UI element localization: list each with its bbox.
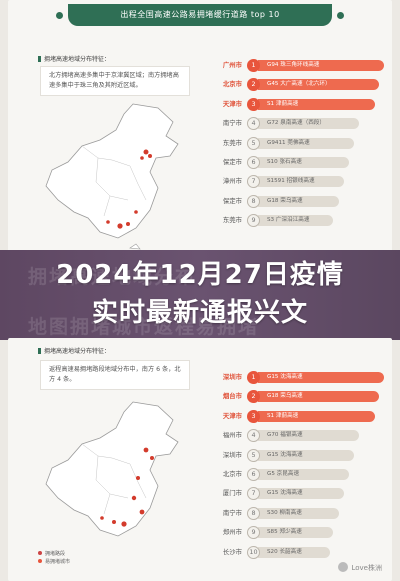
ranking-city: 南宁市 <box>222 119 242 128</box>
ranking-road-bar: S3 广深沿江高速 <box>258 215 333 227</box>
ranking-number-badge: 5 <box>247 448 260 462</box>
ranking-road-bar: G5 京昆高速 <box>258 468 349 480</box>
bottom-china-map <box>45 401 179 537</box>
ranking-number-badge: 1 <box>247 371 260 384</box>
ranking-row: 北京市 G45 大广高速（北六环） 2 <box>204 77 390 96</box>
headline-line2: 实时最新通报兴文 <box>91 298 308 328</box>
ranking-row: 长沙市 S20 长韶高速 10 <box>204 545 390 564</box>
ranking-road-bar: G72 泉南高速（西段） <box>258 118 359 130</box>
legend-item-congested-road: 拥堵路段 <box>38 550 70 558</box>
ranking-city: 保定市 <box>222 196 242 205</box>
ranking-city: 北京市 <box>222 469 242 478</box>
watermark: Love株洲 <box>338 562 382 573</box>
ranking-city: 天津市 <box>222 99 242 108</box>
ranking-row: 厦门市 G15 沈海高速 7 <box>204 486 390 505</box>
ranking-row: 北京市 G5 京昆高速 6 <box>204 467 390 486</box>
ranking-row: 保定市 S10 张石高速 6 <box>204 155 390 174</box>
ranking-road-bar: G9411 莞佛高速 <box>258 137 354 149</box>
ranking-road-bar: S30 柳南高速 <box>258 507 339 519</box>
ranking-road-bar: G18 荣乌高速 <box>258 195 339 207</box>
map-legend: 拥堵路段 易拥堵城市 <box>38 550 70 566</box>
ranking-row: 烟台市 G18 荣乌高速 2 <box>204 389 390 408</box>
ranking-road-bar: G18 荣乌高速 <box>258 391 379 403</box>
wechat-icon <box>338 562 349 572</box>
ranking-row: 郑州市 S85 郑少高速 9 <box>204 525 390 544</box>
bottom-note: 返程高速易拥堵路段地域分布中，南方 6 条，北方 4 条。 <box>40 360 190 390</box>
ranking-road-bar: G45 大广高速（北六环） <box>258 79 379 91</box>
ranking-row: 深圳市 G15 沈海高速 5 <box>204 448 390 467</box>
ranking-number-badge: 2 <box>247 78 260 92</box>
ranking-number-badge: 3 <box>247 97 260 111</box>
ranking-number-badge: 5 <box>247 136 260 150</box>
ranking-road-bar: S10 张石高速 <box>258 156 349 168</box>
ranking-number-badge: 6 <box>247 155 260 169</box>
ranking-road-bar: S1 津蓟高速 <box>258 98 375 110</box>
top-header-title: 出程全国高速公路易拥堵缓行道路 top 10 <box>68 4 332 26</box>
headline-banner <box>0 250 400 340</box>
ranking-road-bar: S1591 招银线高速 <box>258 176 344 188</box>
ranking-row: 深圳市 G15 沈海高速 1 <box>204 370 390 389</box>
ranking-row: 保定市 G18 荣乌高速 8 <box>204 194 390 213</box>
ranking-number-badge: 3 <box>247 409 260 423</box>
ranking-road-bar: G70 福银高速 <box>258 430 359 442</box>
ranking-number-badge: 4 <box>247 429 260 443</box>
ranking-row: 东莞市 S3 广深沿江高速 9 <box>204 213 390 232</box>
ranking-city: 北京市 <box>222 80 242 89</box>
ranking-city: 长沙市 <box>222 547 242 556</box>
ranking-city: 深圳市 <box>222 450 242 459</box>
ranking-road-bar: S20 长韶高速 <box>258 546 330 558</box>
ranking-city: 保定市 <box>222 157 242 166</box>
ranking-road-bar: S1 津蓟高速 <box>258 410 375 422</box>
ranking-city: 东莞市 <box>222 138 242 147</box>
ranking-road-bar: G15 沈海高速 <box>258 372 384 383</box>
ranking-road-bar: G94 珠三角环线高速 <box>258 60 384 71</box>
ranking-number-badge: 8 <box>247 506 260 520</box>
ranking-number-badge: 2 <box>247 390 260 404</box>
bottom-infographic: 拥堵高速地域分布特征： 返程高速易拥堵路段地域分布中，南方 6 条，北方 4 条… <box>8 338 392 581</box>
ranking-city: 深圳市 <box>222 373 242 381</box>
ranking-number-badge: 7 <box>247 487 260 501</box>
header-left-dot <box>56 12 63 19</box>
top-dist-title: 拥堵高速地域分布特征： <box>38 54 110 63</box>
ranking-road-bar: S85 郑少高速 <box>258 527 333 539</box>
ranking-row: 天津市 S1 津蓟高速 3 <box>204 97 390 116</box>
ranking-city: 福州市 <box>222 431 242 440</box>
top-ranking-list: 广州市 G94 珠三角环线高速 1 北京市 G45 大广高速（北六环） 2 天津市 S1 津蓟… <box>204 58 390 233</box>
top-china-map <box>45 103 179 250</box>
ranking-row: 南宁市 S30 柳南高速 8 <box>204 506 390 525</box>
ranking-city: 烟台市 <box>222 392 242 401</box>
ranking-number-badge: 7 <box>247 175 260 189</box>
ranking-city: 郑州市 <box>222 528 242 537</box>
ranking-city: 南宁市 <box>222 508 242 517</box>
ranking-city: 漳州市 <box>222 177 242 186</box>
ranking-city: 广州市 <box>222 61 242 69</box>
ranking-number-badge: 1 <box>247 59 260 72</box>
ranking-number-badge: 4 <box>247 117 260 131</box>
ranking-number-badge: 8 <box>247 194 260 208</box>
ranking-road-bar: G15 沈海高速 <box>258 449 354 461</box>
legend-item-congested-city: 易拥堵城市 <box>38 558 70 566</box>
banner-bg-text: 拥堵高速地域分布 <box>28 266 197 288</box>
ranking-city: 东莞市 <box>222 216 242 225</box>
ranking-number-badge: 6 <box>247 467 260 481</box>
ranking-row: 天津市 S1 津蓟高速 3 <box>204 409 390 428</box>
headline-line1: 2024年12月27日疫情 <box>56 260 344 290</box>
top-infographic: 出程全国高速公路易拥堵缓行道路 top 10 拥堵高速地域分布特征： 北方拥堵高… <box>8 0 392 256</box>
bottom-dist-title: 拥堵高速地域分布特征： <box>38 346 110 355</box>
ranking-number-badge: 10 <box>247 545 260 559</box>
ranking-row: 漳州市 S1591 招银线高速 7 <box>204 174 390 193</box>
ranking-city: 厦门市 <box>222 489 242 498</box>
ranking-row: 南宁市 G72 泉南高速（西段） 4 <box>204 116 390 135</box>
top-note: 北方拥堵高速多集中于京津冀区域；南方拥堵高速多集中于珠三角及其附近区域。 <box>40 66 190 96</box>
ranking-number-badge: 9 <box>247 526 260 540</box>
ranking-city: 天津市 <box>222 411 242 420</box>
ranking-row: 福州市 G70 福银高速 4 <box>204 428 390 447</box>
bottom-ranking-list: 深圳市 G15 沈海高速 1 烟台市 G18 荣乌高速 2 天津市 S1 津蓟高速 3 福州市 G7… <box>204 370 390 564</box>
banner-bg-text-2: 地图拥堵城市返程易拥堵 <box>28 316 260 338</box>
ranking-row: 东莞市 G9411 莞佛高速 5 <box>204 136 390 155</box>
ranking-road-bar: G15 沈海高速 <box>258 488 344 500</box>
ranking-row: 广州市 G94 珠三角环线高速 1 <box>204 58 390 77</box>
header-right-dot <box>337 12 344 19</box>
ranking-number-badge: 9 <box>247 214 260 228</box>
